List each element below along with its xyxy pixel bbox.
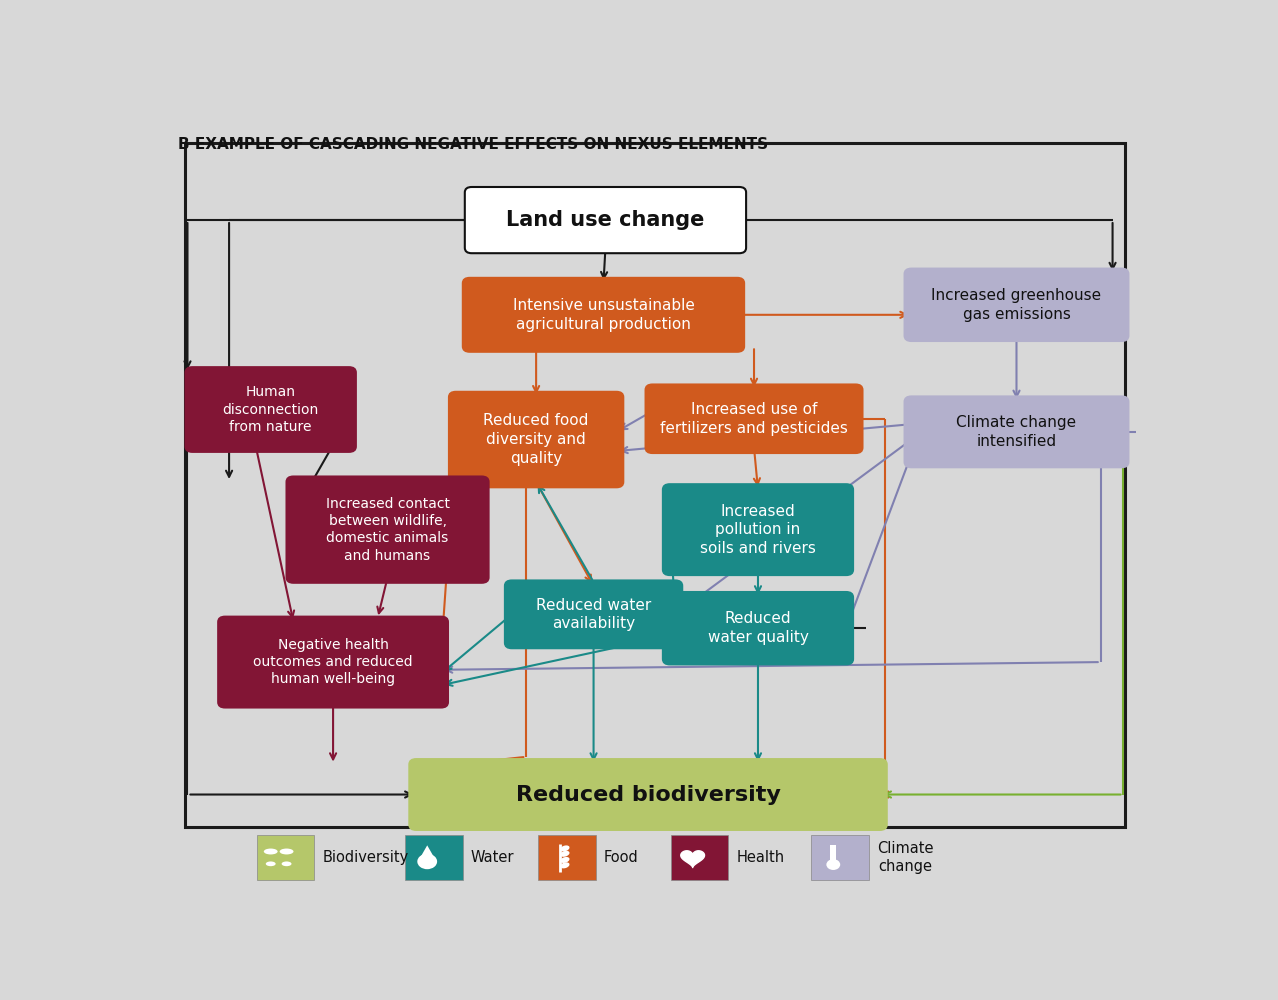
FancyBboxPatch shape — [405, 835, 463, 880]
Text: Intensive unsustainable
agricultural production: Intensive unsustainable agricultural pro… — [512, 298, 694, 332]
FancyBboxPatch shape — [505, 580, 682, 648]
FancyBboxPatch shape — [257, 835, 314, 880]
FancyBboxPatch shape — [663, 592, 854, 664]
Ellipse shape — [560, 851, 570, 857]
FancyBboxPatch shape — [812, 835, 869, 880]
FancyBboxPatch shape — [671, 835, 728, 880]
FancyBboxPatch shape — [905, 269, 1128, 341]
FancyBboxPatch shape — [449, 392, 624, 487]
Circle shape — [827, 859, 840, 870]
FancyBboxPatch shape — [905, 396, 1128, 467]
Text: Reduced
water quality: Reduced water quality — [708, 611, 809, 645]
Text: Increased contact
between wildlife,
domestic animals
and humans: Increased contact between wildlife, dome… — [326, 497, 450, 563]
Ellipse shape — [560, 845, 570, 851]
Text: Water: Water — [470, 850, 514, 865]
Ellipse shape — [560, 857, 570, 863]
Text: Human
disconnection
from nature: Human disconnection from nature — [222, 385, 318, 434]
Text: Reduced food
diversity and
quality: Reduced food diversity and quality — [483, 413, 589, 466]
Bar — [831, 845, 836, 862]
Circle shape — [418, 854, 437, 869]
Text: Increased greenhouse
gas emissions: Increased greenhouse gas emissions — [932, 288, 1102, 322]
FancyBboxPatch shape — [645, 384, 863, 453]
Text: B EXAMPLE OF CASCADING NEGATIVE EFFECTS ON NEXUS ELEMENTS: B EXAMPLE OF CASCADING NEGATIVE EFFECTS … — [178, 137, 768, 152]
FancyBboxPatch shape — [538, 835, 596, 880]
FancyBboxPatch shape — [463, 278, 744, 352]
Text: Reduced biodiversity: Reduced biodiversity — [515, 785, 781, 805]
Polygon shape — [681, 851, 704, 867]
Text: Climate change
intensified: Climate change intensified — [956, 415, 1076, 449]
Text: Biodiversity: Biodiversity — [322, 850, 409, 865]
Ellipse shape — [266, 861, 276, 866]
Ellipse shape — [280, 849, 294, 854]
FancyBboxPatch shape — [286, 477, 488, 583]
FancyBboxPatch shape — [185, 367, 355, 452]
Ellipse shape — [281, 861, 291, 866]
Polygon shape — [419, 845, 435, 859]
Text: Increased
pollution in
soils and rivers: Increased pollution in soils and rivers — [700, 504, 815, 556]
FancyBboxPatch shape — [219, 617, 449, 708]
FancyBboxPatch shape — [409, 759, 887, 830]
FancyBboxPatch shape — [465, 187, 746, 253]
Text: Food: Food — [603, 850, 638, 865]
Text: Health: Health — [736, 850, 785, 865]
FancyBboxPatch shape — [663, 484, 854, 575]
Text: Reduced water
availability: Reduced water availability — [535, 598, 652, 631]
Ellipse shape — [263, 849, 277, 854]
Text: Increased use of
fertilizers and pesticides: Increased use of fertilizers and pestici… — [659, 402, 849, 436]
Text: Climate
change: Climate change — [877, 841, 933, 874]
Text: Negative health
outcomes and reduced
human well-being: Negative health outcomes and reduced hum… — [253, 638, 413, 686]
Text: Land use change: Land use change — [506, 210, 704, 230]
Ellipse shape — [560, 862, 570, 868]
